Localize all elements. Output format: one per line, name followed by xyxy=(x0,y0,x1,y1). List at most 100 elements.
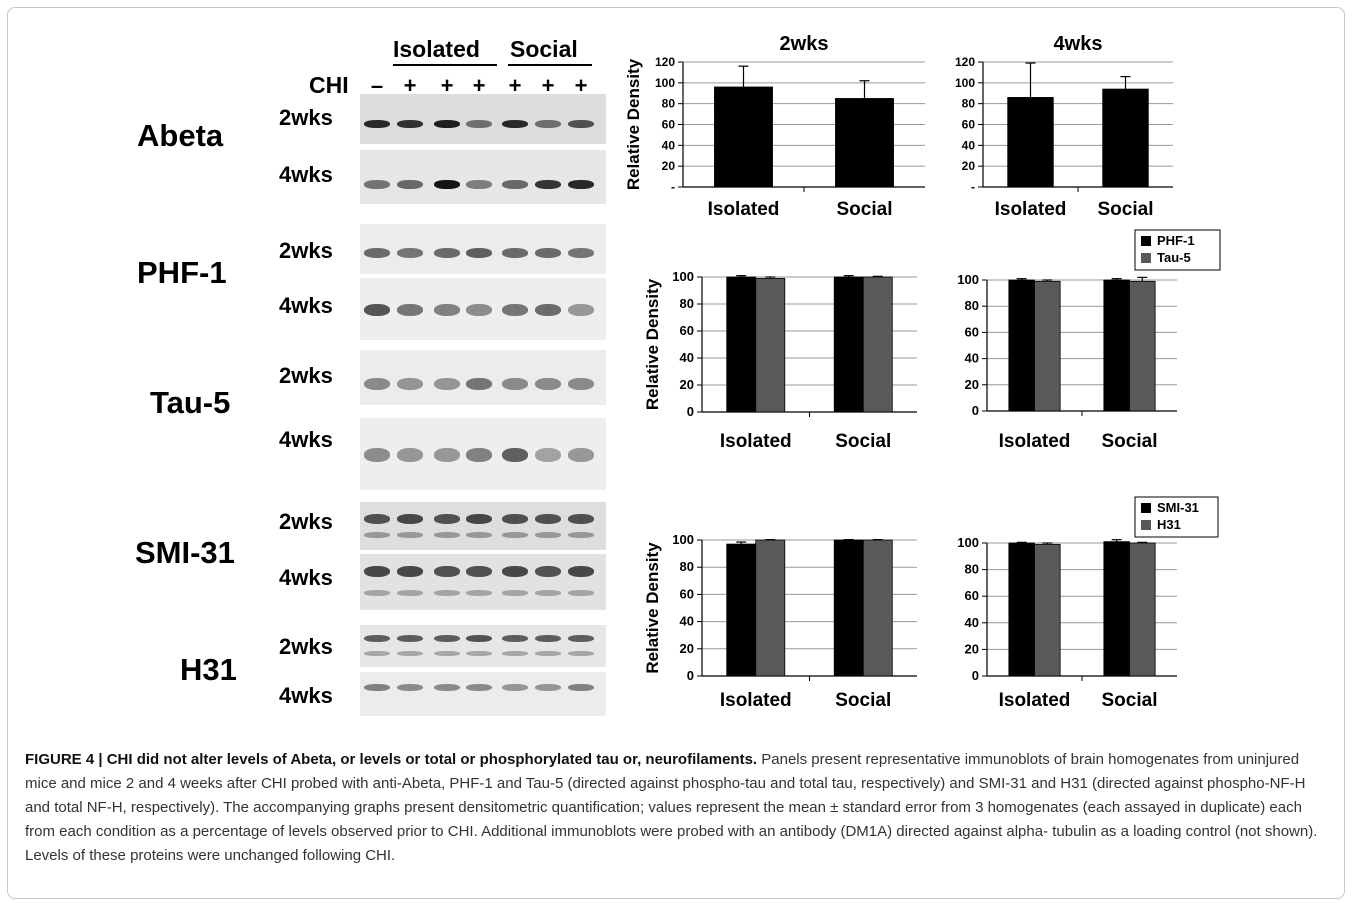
y-tick-label: 0 xyxy=(972,668,979,683)
blot-band xyxy=(397,304,423,316)
y-tick-label: 20 xyxy=(680,641,694,656)
y-tick-label: 100 xyxy=(672,269,694,284)
chart-legend: PHF-1 Tau-5 xyxy=(1134,229,1221,271)
x-category-label: Isolated xyxy=(999,690,1071,711)
blot-band xyxy=(364,590,390,596)
blot-band xyxy=(535,448,561,462)
legend-swatch xyxy=(1141,503,1151,513)
group-header-social: Social xyxy=(510,36,578,62)
blot-band xyxy=(466,180,492,189)
y-tick-label: 60 xyxy=(965,324,979,339)
blot-band xyxy=(568,566,594,577)
y-tick-label: 60 xyxy=(680,586,694,601)
blot-strip xyxy=(360,278,606,340)
bar xyxy=(1008,542,1035,677)
protein-label-abeta: Abeta xyxy=(137,118,224,153)
x-category-label: Isolated xyxy=(720,431,792,452)
blot-band xyxy=(502,651,528,656)
blot-band xyxy=(502,304,528,316)
blot-strip xyxy=(360,224,606,274)
blot-band xyxy=(466,448,492,462)
timepoint-label: 4wks xyxy=(279,683,333,708)
chart-tau-density-4wks: 100 80 60 40 20 0 Isolated Social PHF-1 Tau-5 xyxy=(957,229,1221,452)
chi-sign: – xyxy=(370,73,384,98)
blot-band xyxy=(568,248,594,258)
blot-strip xyxy=(360,672,606,716)
blot-band xyxy=(434,532,460,538)
bar xyxy=(1034,280,1061,412)
y-axis-label: Relative Density xyxy=(643,278,662,410)
blot-band xyxy=(535,684,561,691)
timepoint-label: 2wks xyxy=(279,105,333,130)
blot-band xyxy=(434,304,460,316)
blot-strip xyxy=(360,418,606,490)
blot-band xyxy=(434,635,460,642)
y-tick-label: 120 xyxy=(655,55,675,69)
blot-band xyxy=(568,684,594,691)
y-tick-label: 20 xyxy=(965,641,979,656)
blot-band xyxy=(397,684,423,691)
y-tick-label: 100 xyxy=(957,535,979,550)
bar xyxy=(714,86,773,188)
blot-strip xyxy=(360,502,606,550)
blot-band xyxy=(535,514,561,524)
y-tick-label: 100 xyxy=(955,76,975,90)
chart-abeta-4wks: 120 100 80 60 40 20 - Isolated Social 4wks xyxy=(955,33,1173,220)
y-tick-label: 40 xyxy=(680,614,694,629)
blot-band xyxy=(466,304,492,316)
blot-band xyxy=(466,248,492,258)
blot-band xyxy=(364,448,390,462)
y-tick-label: 80 xyxy=(680,296,694,311)
x-category-label: Isolated xyxy=(720,690,792,711)
bar xyxy=(1103,279,1130,412)
blot-band xyxy=(364,248,390,258)
blot-band xyxy=(502,514,528,524)
blot-band xyxy=(364,651,390,656)
timepoint-label: 4wks xyxy=(279,162,333,187)
y-tick-label: 80 xyxy=(965,562,979,577)
bar xyxy=(862,539,893,677)
blot-band xyxy=(502,566,528,577)
blot-band xyxy=(434,590,460,596)
legend-label: Tau-5 xyxy=(1157,250,1191,265)
blot-band xyxy=(397,566,423,577)
blot-band xyxy=(364,120,390,128)
blot-strip xyxy=(360,150,606,204)
blot-band xyxy=(535,378,561,390)
x-category-label: Social xyxy=(835,431,891,452)
legend-label: H31 xyxy=(1157,517,1181,532)
blot-band xyxy=(364,566,390,577)
bar xyxy=(835,98,894,188)
y-tick-label: 120 xyxy=(955,55,975,69)
blot-band xyxy=(535,180,561,189)
chi-sign: + xyxy=(508,73,522,98)
y-tick-label: 20 xyxy=(680,377,694,392)
blot-band xyxy=(535,635,561,642)
blot-band xyxy=(568,532,594,538)
protein-label-phf1: PHF-1 xyxy=(137,255,227,290)
blot-band xyxy=(502,590,528,596)
underline-isolated xyxy=(393,64,497,66)
legend-label: PHF-1 xyxy=(1157,233,1195,248)
underline-social xyxy=(508,64,592,66)
blot-band xyxy=(364,180,390,189)
y-tick-label: 60 xyxy=(680,323,694,338)
figure-caption: FIGURE 4 | CHI did not alter levels of A… xyxy=(25,748,1325,868)
blot-band xyxy=(466,635,492,642)
blot-band xyxy=(502,120,528,128)
blot-band xyxy=(397,378,423,390)
blot-band xyxy=(434,566,460,577)
bar xyxy=(1102,88,1149,188)
blot-band xyxy=(502,532,528,538)
blot-band xyxy=(397,120,423,128)
protein-label-h31: H31 xyxy=(180,652,237,687)
blot-band xyxy=(434,684,460,691)
y-tick-label: 40 xyxy=(962,138,976,152)
group-header-isolated: Isolated xyxy=(393,36,480,62)
blot-band xyxy=(502,635,528,642)
chart-neurofilament-density: 100 80 60 40 20 0 Isolated Social Relative Densi… xyxy=(643,532,917,711)
blot-band xyxy=(466,120,492,128)
blot-band xyxy=(568,635,594,642)
chart-title: 4wks xyxy=(1054,33,1103,55)
blot-band xyxy=(397,514,423,524)
